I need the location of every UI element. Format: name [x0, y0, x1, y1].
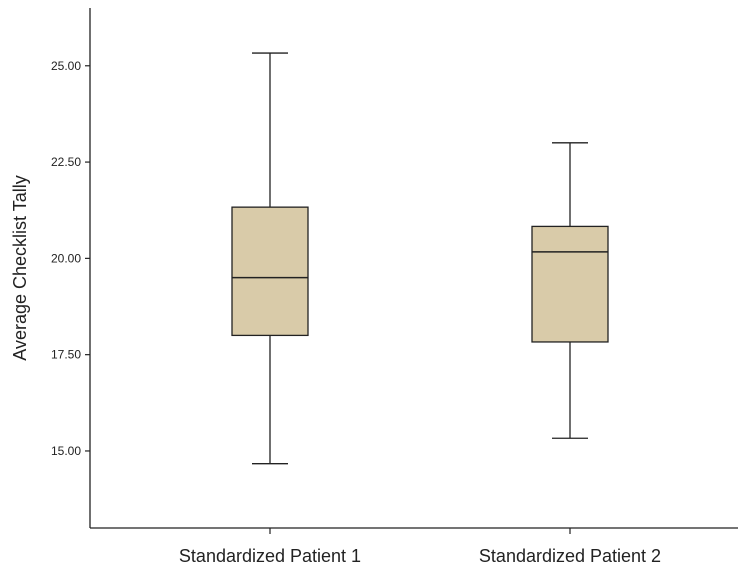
- y-tick-label: 17.50: [51, 348, 81, 362]
- y-tick-label: 22.50: [51, 155, 81, 169]
- y-axis-title: Average Checklist Tally: [10, 175, 30, 360]
- box-group: [531, 142, 609, 439]
- y-axis: 15.00 17.50 20.00 22.50 25.00: [51, 8, 91, 528]
- y-tick-label: 20.00: [51, 251, 81, 265]
- y-tick-label: 15.00: [51, 444, 81, 458]
- x-category-label: Standardized Patient 1: [179, 546, 361, 566]
- y-tick-label: 25.00: [51, 59, 81, 73]
- iqr-box: [531, 225, 609, 343]
- box-group: [231, 52, 309, 465]
- iqr-box: [231, 206, 309, 337]
- boxes: [231, 52, 609, 465]
- x-axis: Standardized Patient 1 Standardized Patie…: [90, 527, 738, 566]
- x-category-label: Standardized Patient 2: [479, 546, 661, 566]
